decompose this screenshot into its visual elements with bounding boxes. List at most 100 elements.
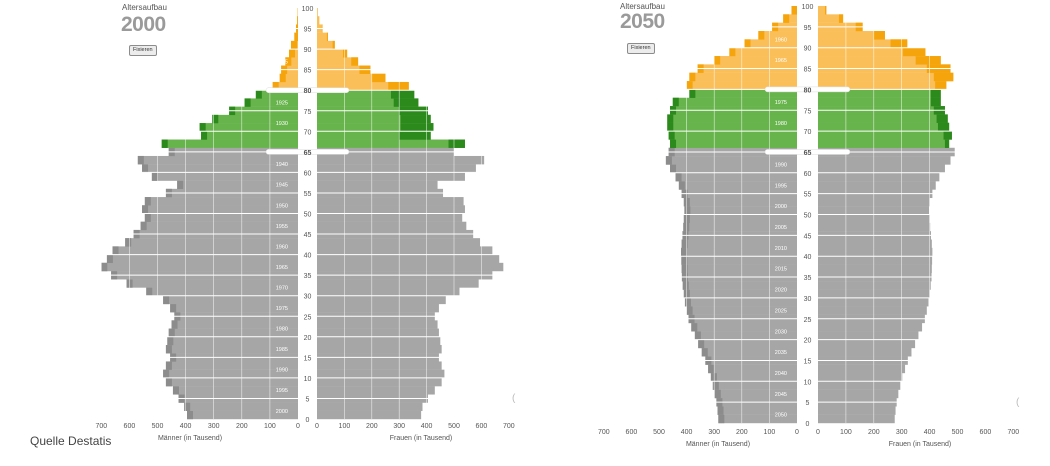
male-bar-edge xyxy=(142,205,149,214)
male-bar-edge xyxy=(672,97,679,107)
x-tick-label-left: 300 xyxy=(708,429,720,436)
female-bar xyxy=(818,247,933,257)
age-tick-label: 5 xyxy=(306,396,310,403)
birth-year-label: 1970 xyxy=(276,285,288,291)
age-tick-label: 30 xyxy=(304,294,312,301)
female-bar-surplus xyxy=(930,89,941,98)
male-bar xyxy=(691,322,797,332)
female-bar xyxy=(818,239,932,249)
x-tick-label-left: 500 xyxy=(152,423,164,430)
female-bar xyxy=(317,377,442,387)
female-bar xyxy=(818,89,941,98)
male-bar xyxy=(683,197,797,207)
male-bar-edge xyxy=(691,322,698,332)
female-bar-surplus xyxy=(326,32,328,42)
male-bar-edge xyxy=(714,389,721,399)
male-bar xyxy=(125,238,298,247)
x-tick-label-right: 0 xyxy=(816,429,820,436)
scroll-indicator-right[interactable]: ( xyxy=(1016,397,1020,408)
male-bar-edge xyxy=(708,364,715,374)
age-tick-label: 55 xyxy=(304,191,312,198)
male-bar-edge xyxy=(681,239,688,249)
male-bar xyxy=(672,97,797,107)
x-tick-label-left: 700 xyxy=(95,423,107,430)
female-bar-surplus xyxy=(890,39,908,48)
age-tick-label: 100 xyxy=(302,6,314,13)
female-bar xyxy=(818,306,927,315)
male-bar-edge xyxy=(112,246,119,255)
age-tick-label: 95 xyxy=(304,27,312,34)
male-bar xyxy=(167,336,298,346)
male-bar-edge xyxy=(678,181,685,190)
x-tick-label-left: 600 xyxy=(124,423,136,430)
male-bar-edge xyxy=(187,410,194,420)
x-tick-label-left: 200 xyxy=(236,423,248,430)
scroll-indicator-left[interactable]: ( xyxy=(512,393,516,404)
fix-button-2050[interactable]: Fixieren xyxy=(627,43,655,54)
male-bar xyxy=(783,14,797,23)
male-bar xyxy=(668,131,797,140)
birth-year-label: 2030 xyxy=(775,329,787,335)
male-bar xyxy=(151,172,298,181)
female-bar xyxy=(317,295,446,305)
x-tick-label-right: 300 xyxy=(896,429,908,436)
male-bar-edge xyxy=(729,47,736,57)
male-bar xyxy=(682,281,797,290)
female-bar-surplus xyxy=(838,14,844,23)
female-bar xyxy=(317,57,359,66)
male-bar-edge xyxy=(714,56,721,65)
female-bar-surplus xyxy=(873,31,885,40)
fix-button-2000[interactable]: Fixieren xyxy=(129,45,157,56)
female-bar-surplus xyxy=(935,81,947,90)
male-bar-edge xyxy=(184,402,191,411)
male-bar-edge xyxy=(681,264,688,274)
female-bar-surplus xyxy=(371,73,386,83)
female-bar xyxy=(317,90,415,99)
female-bar xyxy=(317,238,481,247)
male-bar xyxy=(684,206,797,215)
male-bar-edge xyxy=(686,306,693,315)
x-tick-label-right: 100 xyxy=(840,429,852,436)
female-bar-surplus xyxy=(351,57,359,66)
x-tick-label-left: 100 xyxy=(264,423,276,430)
chart-title-2000: Altersaufbau xyxy=(122,3,167,12)
male-bar-edge xyxy=(142,164,149,173)
male-bar-edge xyxy=(170,303,177,313)
male-bar xyxy=(667,114,797,123)
male-bar-edge xyxy=(710,372,717,382)
male-bar xyxy=(701,347,797,357)
birth-year-label: 1960 xyxy=(775,37,787,43)
male-bar xyxy=(170,303,298,313)
male-bar-edge xyxy=(244,98,251,107)
male-bar-edge xyxy=(694,331,701,340)
birth-year-label: 2000 xyxy=(276,409,288,415)
birth-year-label: 1940 xyxy=(276,162,288,168)
birth-year-label: 1965 xyxy=(276,265,288,271)
age-tick-label: 70 xyxy=(304,129,312,136)
male-bar xyxy=(689,89,797,98)
male-bar-edge xyxy=(689,72,696,82)
male-bar xyxy=(146,287,298,296)
age-tick-label: 85 xyxy=(804,67,812,74)
male-bar xyxy=(714,389,797,399)
age-tick-label: 20 xyxy=(304,335,312,342)
age-tick-label: 10 xyxy=(304,376,312,383)
age-tick-label: 25 xyxy=(304,314,312,321)
female-bar xyxy=(317,81,409,91)
female-bar-surplus xyxy=(933,72,954,82)
female-bar xyxy=(317,410,422,420)
x-tick-label-right: 200 xyxy=(868,429,880,436)
female-bar xyxy=(818,56,941,65)
male-bar-edge xyxy=(167,336,174,346)
female-bar-surplus xyxy=(943,131,952,140)
female-bar-surplus xyxy=(390,90,415,99)
female-bar xyxy=(818,339,916,349)
female-bar-surplus xyxy=(332,40,335,50)
male-bar-edge xyxy=(682,281,689,290)
male-bar-edge xyxy=(146,287,153,296)
male-bar-edge xyxy=(285,57,292,66)
female-bar xyxy=(317,49,348,58)
female-bar-surplus xyxy=(930,97,941,107)
male-bar xyxy=(667,122,797,132)
age-tick-label: 65 xyxy=(304,150,312,157)
